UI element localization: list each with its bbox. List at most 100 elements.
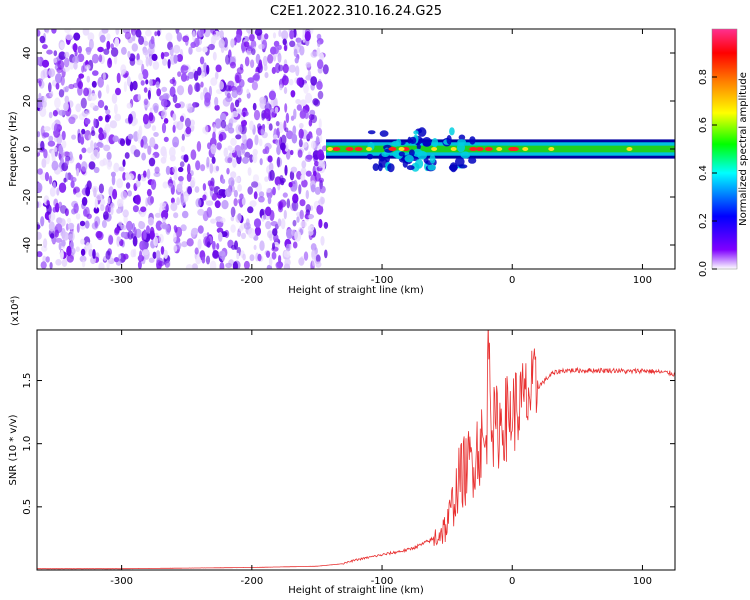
noise-blob — [220, 217, 226, 223]
noise-blob — [143, 98, 149, 106]
noise-blob — [167, 59, 171, 69]
noise-blob — [253, 109, 261, 121]
noise-blob — [283, 44, 288, 52]
snr-series-line — [37, 330, 675, 570]
noise-blob — [40, 261, 47, 269]
noise-blob — [279, 199, 287, 208]
noise-blob — [315, 127, 323, 136]
noise-blob — [55, 73, 63, 84]
snr-frame — [36, 329, 676, 571]
noise-blob — [43, 126, 51, 132]
noise-blob — [272, 134, 278, 140]
noise-blob — [118, 253, 122, 260]
noise-blob — [298, 122, 304, 129]
noise-blob — [75, 103, 82, 113]
noise-blob — [257, 123, 262, 131]
noise-blob — [111, 174, 116, 186]
noise-blob — [63, 57, 70, 68]
noise-blob — [201, 71, 205, 79]
noise-blob — [280, 134, 287, 145]
spectrogram-x-tick-label: -100 — [371, 275, 394, 286]
noise-blob — [110, 171, 116, 178]
noise-blob — [268, 162, 274, 172]
noise-blob — [282, 38, 287, 46]
ridge-peak — [469, 147, 478, 151]
noise-blob — [60, 75, 65, 86]
noise-blob — [116, 72, 121, 84]
noise-blob — [192, 101, 196, 109]
ridge-peak — [475, 147, 484, 151]
noise-blob — [299, 99, 307, 107]
noise-blob — [163, 149, 168, 161]
noise-blob — [211, 156, 216, 164]
noise-blob — [145, 56, 150, 67]
noise-blob — [278, 123, 284, 134]
noise-blob — [267, 54, 274, 64]
noise-blob — [187, 163, 191, 175]
noise-blob — [69, 62, 74, 70]
noise-blob — [95, 230, 103, 239]
noise-blob — [161, 109, 167, 119]
ridge-peak — [398, 147, 405, 151]
spectrogram-x-tick-label: 100 — [633, 275, 652, 286]
ridge-scatter-blob — [449, 162, 458, 173]
noise-blob — [115, 87, 121, 96]
noise-blob — [98, 132, 105, 141]
noise-blob — [310, 184, 316, 193]
noise-blob — [101, 219, 107, 229]
noise-blob — [197, 29, 205, 38]
noise-blob — [143, 40, 149, 46]
noise-blob — [108, 235, 114, 245]
noise-blob — [103, 48, 110, 55]
noise-blob — [264, 176, 269, 182]
noise-blob — [51, 149, 55, 158]
noise-blob — [241, 144, 246, 154]
noise-blob — [38, 80, 42, 87]
noise-blob — [263, 64, 268, 71]
noise-blob — [55, 237, 63, 243]
noise-blob — [37, 131, 41, 138]
noise-blob — [86, 47, 92, 55]
noise-blob — [61, 140, 67, 149]
noise-blob — [289, 30, 295, 40]
noise-blob — [272, 242, 275, 250]
noise-blob — [124, 152, 130, 159]
noise-blob — [296, 38, 302, 48]
noise-blob — [135, 194, 141, 205]
noise-blob — [214, 71, 219, 80]
noise-blob — [76, 223, 80, 233]
noise-blob — [50, 233, 55, 239]
noise-blob — [293, 108, 297, 120]
noise-blob — [274, 106, 279, 113]
noise-blob — [93, 166, 100, 174]
noise-blob — [118, 220, 123, 227]
noise-blob — [315, 135, 320, 147]
noise-blob — [280, 180, 285, 186]
noise-blob — [268, 90, 276, 101]
noise-blob — [272, 32, 277, 39]
noise-blob — [127, 133, 134, 140]
noise-blob — [120, 224, 127, 231]
noise-blob — [278, 255, 282, 264]
noise-blob — [142, 141, 149, 149]
noise-blob — [129, 81, 134, 92]
noise-blob — [67, 217, 72, 224]
noise-blob — [120, 64, 127, 75]
noise-blob — [168, 146, 176, 158]
noise-blob — [263, 108, 271, 119]
noise-blob — [89, 102, 96, 108]
noise-blob — [280, 218, 286, 230]
noise-blob — [97, 99, 105, 109]
noise-blob — [191, 263, 198, 269]
noise-blob — [211, 240, 216, 250]
noise-blob — [53, 123, 59, 135]
noise-blob — [161, 86, 168, 93]
noise-blob — [153, 132, 159, 137]
colorbar-frame — [711, 28, 738, 270]
noise-blob — [158, 233, 164, 244]
noise-blob — [65, 33, 73, 41]
noise-blob — [95, 193, 103, 201]
noise-blob — [170, 202, 178, 212]
noise-blob — [149, 107, 153, 113]
noise-blob — [297, 149, 303, 158]
